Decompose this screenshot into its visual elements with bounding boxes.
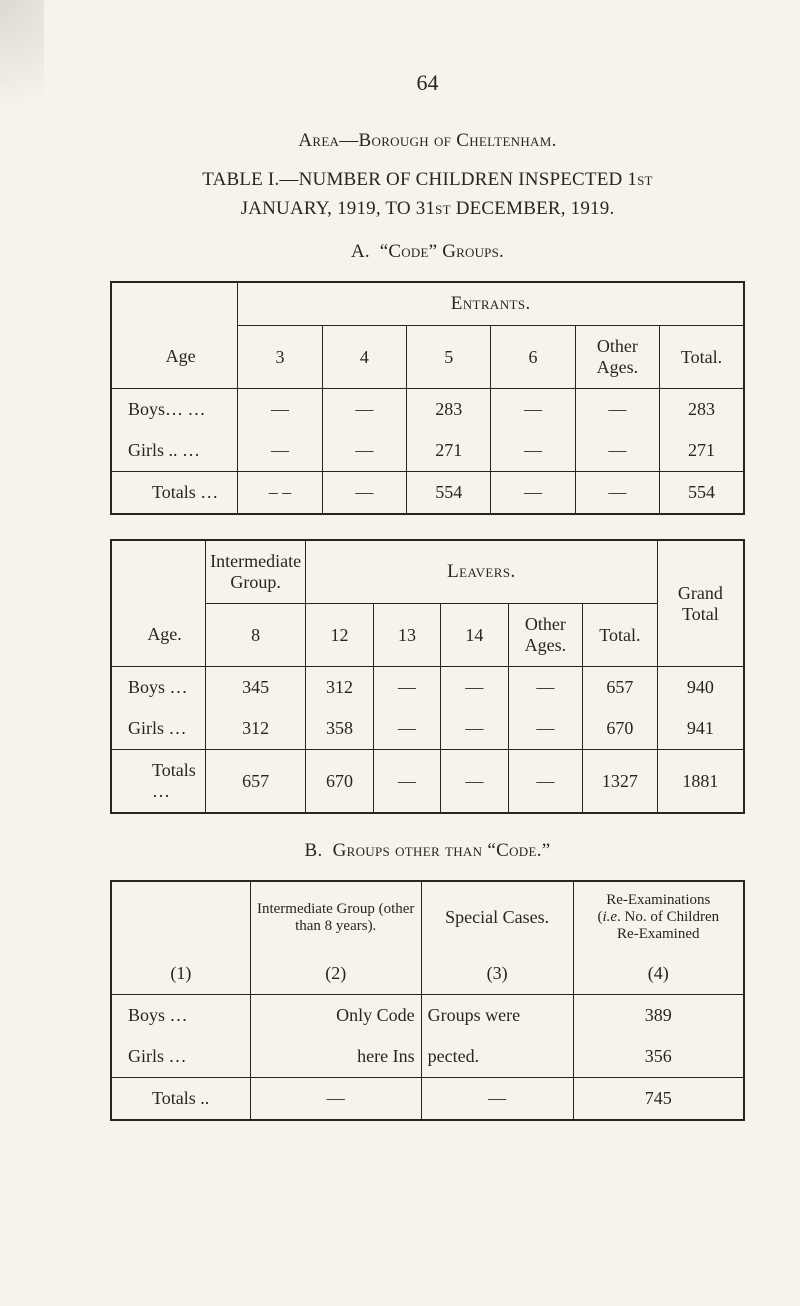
l-boys-13: — bbox=[373, 667, 440, 709]
r-boys-c2: Only Code bbox=[250, 995, 421, 1037]
totals-3: – – bbox=[238, 472, 322, 515]
r-reexam-label: Re-Examinations(i.e. No. of ChildrenRe-E… bbox=[573, 881, 744, 953]
l-boys-label: Boys … bbox=[111, 667, 206, 709]
totals-5: 554 bbox=[407, 472, 491, 515]
r-special-label: Special Cases. bbox=[421, 881, 573, 953]
col-5: 5 bbox=[407, 326, 491, 389]
r-boys-c4: 389 bbox=[573, 995, 744, 1037]
col-total-2: Total. bbox=[583, 604, 658, 667]
l-girls-label: Girls … bbox=[111, 708, 206, 750]
col-age: Age bbox=[111, 326, 238, 389]
l-totals-grand: 1881 bbox=[657, 750, 744, 814]
l-girls-12: 358 bbox=[306, 708, 374, 750]
row-totals-label: Totals … bbox=[111, 472, 238, 515]
l-girls-8: 312 bbox=[206, 708, 306, 750]
entrants-table: Entrants. Age 3 4 5 6 OtherAges. Total. … bbox=[110, 281, 745, 515]
r-col3: (3) bbox=[421, 953, 573, 995]
heading-area: Area—Borough of Cheltenham. bbox=[110, 130, 745, 152]
l-girls-grand: 941 bbox=[657, 708, 744, 750]
l-girls-14: — bbox=[441, 708, 508, 750]
row-boys-label: Boys… … bbox=[111, 389, 238, 431]
boys-6: — bbox=[491, 389, 575, 431]
inter-group-label: IntermediateGroup. bbox=[206, 540, 306, 604]
r-totals-label: Totals .. bbox=[111, 1078, 250, 1121]
heading-sub-a: A. “Code” Groups. bbox=[110, 241, 745, 263]
l-totals-label: Totals … bbox=[111, 750, 206, 814]
r-totals-c2: — bbox=[250, 1078, 421, 1121]
girls-4: — bbox=[322, 430, 406, 472]
r-boys-label: Boys … bbox=[111, 995, 250, 1037]
boys-other: — bbox=[575, 389, 659, 431]
girls-5: 271 bbox=[407, 430, 491, 472]
totals-4: — bbox=[322, 472, 406, 515]
reexam-table: Intermediate Group (other than 8 years).… bbox=[110, 880, 745, 1121]
l-totals-other: — bbox=[508, 750, 583, 814]
l-boys-12: 312 bbox=[306, 667, 374, 709]
r-girls-c4: 356 bbox=[573, 1036, 744, 1078]
col-14: 14 bbox=[441, 604, 508, 667]
col-4: 4 bbox=[322, 326, 406, 389]
l-totals-14: — bbox=[441, 750, 508, 814]
totals-total: 554 bbox=[660, 472, 744, 515]
r-totals-c3: — bbox=[421, 1078, 573, 1121]
col-total: Total. bbox=[660, 326, 744, 389]
girls-3: — bbox=[238, 430, 322, 472]
col-6: 6 bbox=[491, 326, 575, 389]
l-totals-total: 1327 bbox=[583, 750, 658, 814]
boys-total: 283 bbox=[660, 389, 744, 431]
r-col2: (2) bbox=[250, 953, 421, 995]
r-boys-c3: Groups were bbox=[421, 995, 573, 1037]
girls-other: — bbox=[575, 430, 659, 472]
col-other-2: OtherAges. bbox=[508, 604, 583, 667]
l-boys-total: 657 bbox=[583, 667, 658, 709]
r-girls-label: Girls … bbox=[111, 1036, 250, 1078]
col-12: 12 bbox=[306, 604, 374, 667]
r-col1: (1) bbox=[111, 953, 250, 995]
leavers-label: Leavers. bbox=[306, 540, 658, 604]
col-8: 8 bbox=[206, 604, 306, 667]
r-inter-label: Intermediate Group (other than 8 years). bbox=[250, 881, 421, 953]
l-girls-13: — bbox=[373, 708, 440, 750]
col-other: OtherAges. bbox=[575, 326, 659, 389]
boys-3: — bbox=[238, 389, 322, 431]
girls-total: 271 bbox=[660, 430, 744, 472]
r-girls-c3: pected. bbox=[421, 1036, 573, 1078]
r-girls-c2: here Ins bbox=[250, 1036, 421, 1078]
col-13: 13 bbox=[373, 604, 440, 667]
table-title: TABLE I.—NUMBER OF CHILDREN INSPECTED 1s… bbox=[118, 166, 737, 223]
totals-6: — bbox=[491, 472, 575, 515]
l-totals-8: 657 bbox=[206, 750, 306, 814]
r-col4: (4) bbox=[573, 953, 744, 995]
l-girls-total: 670 bbox=[583, 708, 658, 750]
l-totals-12: 670 bbox=[306, 750, 374, 814]
totals-other: — bbox=[575, 472, 659, 515]
entrants-label: Entrants. bbox=[238, 282, 744, 326]
l-girls-other: — bbox=[508, 708, 583, 750]
l-boys-other: — bbox=[508, 667, 583, 709]
col-3: 3 bbox=[238, 326, 322, 389]
l-totals-13: — bbox=[373, 750, 440, 814]
l-boys-14: — bbox=[441, 667, 508, 709]
boys-5: 283 bbox=[407, 389, 491, 431]
boys-4: — bbox=[322, 389, 406, 431]
row-girls-label: Girls .. … bbox=[111, 430, 238, 472]
heading-sub-b: B. Groups other than “Code.” bbox=[110, 840, 745, 862]
l-boys-grand: 940 bbox=[657, 667, 744, 709]
l-boys-8: 345 bbox=[206, 667, 306, 709]
r-totals-c4: 745 bbox=[573, 1078, 744, 1121]
girls-6: — bbox=[491, 430, 575, 472]
page-number: 64 bbox=[110, 70, 745, 96]
grand-total-label: GrandTotal bbox=[657, 540, 744, 667]
leavers-table: IntermediateGroup. Leavers. GrandTotal A… bbox=[110, 539, 745, 814]
col-age-2: Age. bbox=[111, 604, 206, 667]
page-smudge bbox=[0, 0, 44, 150]
